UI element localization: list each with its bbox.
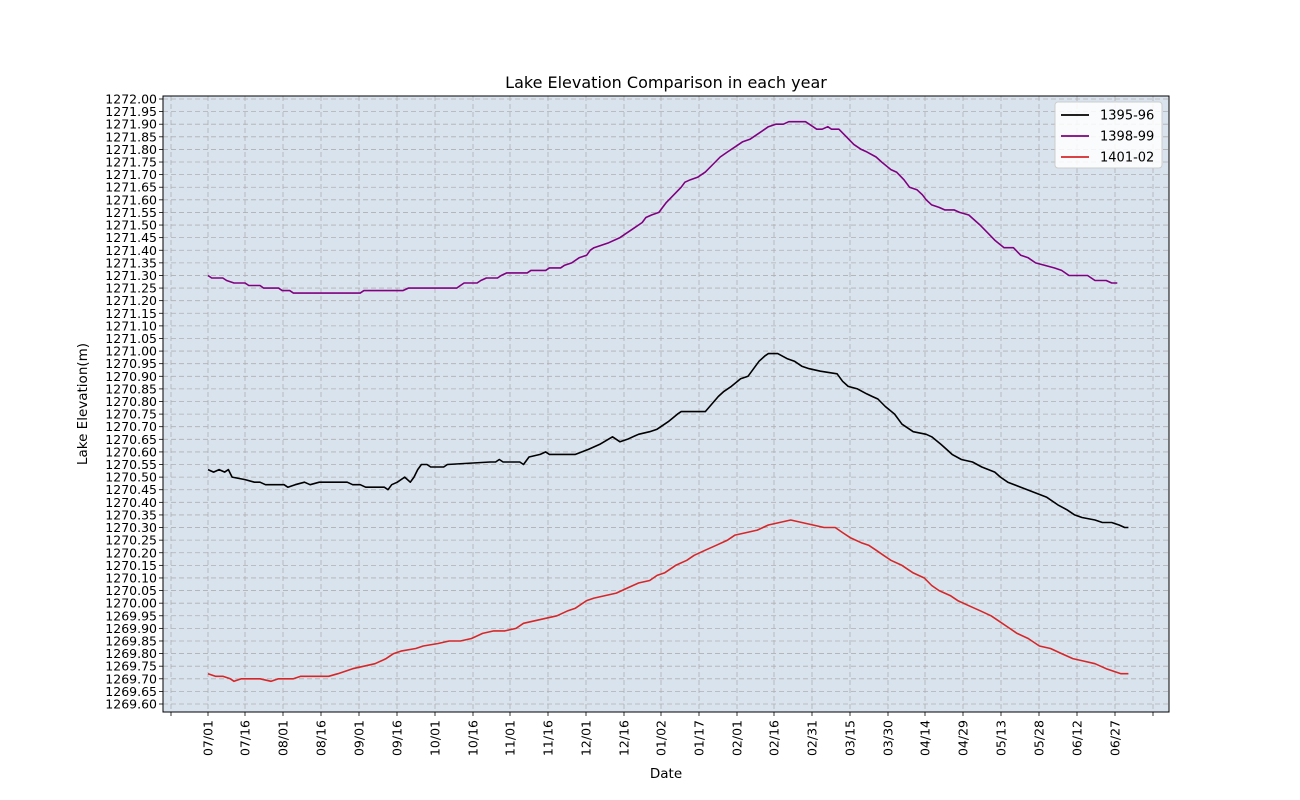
x-tick-label: 09/01 xyxy=(352,720,367,756)
y-tick-label: 1270.80 xyxy=(105,394,157,409)
y-tick-label: 1270.20 xyxy=(105,545,157,560)
y-tick-label: 1270.85 xyxy=(105,381,157,396)
y-tick-label: 1271.90 xyxy=(105,117,157,132)
y-tick-label: 1270.40 xyxy=(105,495,157,510)
x-tick-label: 11/01 xyxy=(503,720,518,756)
y-tick-label: 1269.80 xyxy=(105,646,157,661)
x-tick-label: 02/01 xyxy=(730,720,745,756)
x-tick-label: 04/14 xyxy=(918,720,933,756)
x-tick-label: 02/16 xyxy=(767,720,782,756)
y-tick-label: 1271.15 xyxy=(105,306,157,321)
y-axis-title: Lake Elevation(m) xyxy=(75,343,91,465)
x-tick-label: 06/12 xyxy=(1070,720,1085,756)
x-tick-label: 08/01 xyxy=(276,720,291,756)
x-tick-label: 01/17 xyxy=(692,720,707,756)
x-tick-label: 02/31 xyxy=(805,720,820,756)
x-tick-label: 07/01 xyxy=(201,720,216,756)
x-tick-label: 01/02 xyxy=(654,720,669,756)
y-tick-label: 1270.15 xyxy=(105,558,157,573)
x-tick-label: 04/29 xyxy=(956,720,971,756)
y-tick-label: 1271.95 xyxy=(105,104,157,119)
y-tick-label: 1271.50 xyxy=(105,218,157,233)
series-lines xyxy=(207,120,1129,683)
y-tick-label: 1271.70 xyxy=(105,167,157,182)
x-tick-label: 12/16 xyxy=(617,720,632,756)
y-tick-label: 1270.05 xyxy=(105,583,157,598)
y-tick-label: 1271.65 xyxy=(105,180,157,195)
x-tick-label: 06/27 xyxy=(1108,720,1123,756)
x-tick-label: 11/16 xyxy=(541,720,556,756)
y-tick-label: 1271.45 xyxy=(105,230,157,245)
y-tick-label: 1271.20 xyxy=(105,293,157,308)
y-tick-label: 1270.35 xyxy=(105,507,157,522)
y-tick-label: 1271.40 xyxy=(105,243,157,258)
x-tick-label: 09/16 xyxy=(390,720,405,756)
y-tick-label: 1272.00 xyxy=(105,92,157,107)
y-tick-label: 1270.25 xyxy=(105,533,157,548)
y-tick-label: 1269.85 xyxy=(105,633,157,648)
x-axis-title: Date xyxy=(650,766,682,782)
x-tick-label: 07/16 xyxy=(238,720,253,756)
legend: 1395-96 1398-99 1401-02 xyxy=(1054,101,1163,169)
x-tick-label: 03/15 xyxy=(843,720,858,756)
y-tick-label: 1271.10 xyxy=(105,318,157,333)
y-tick-label: 1269.70 xyxy=(105,671,157,686)
y-tick-label: 1271.60 xyxy=(105,192,157,207)
y-tick-label: 1271.00 xyxy=(105,344,157,359)
y-tick-label: 1270.55 xyxy=(105,457,157,472)
legend-box xyxy=(1054,101,1163,169)
y-tick-label: 1271.75 xyxy=(105,155,157,170)
y-tick-label: 1270.60 xyxy=(105,444,157,459)
y-tick-label: 1270.65 xyxy=(105,432,157,447)
x-tick-label: 10/16 xyxy=(466,720,481,756)
series-line-1395-96 xyxy=(207,352,1129,529)
y-tick-label: 1271.55 xyxy=(105,205,157,220)
x-tick-label: 10/01 xyxy=(428,720,443,756)
y-tick-label: 1271.05 xyxy=(105,331,157,346)
y-tick-label: 1269.95 xyxy=(105,608,157,623)
y-tick-label: 1271.35 xyxy=(105,255,157,270)
y-tick-label: 1270.50 xyxy=(105,470,157,485)
y-tick-label: 1271.80 xyxy=(105,142,157,157)
legend-label: 1395-96 xyxy=(1100,109,1154,124)
x-tick-label: 05/13 xyxy=(994,720,1009,756)
grid-lines xyxy=(163,96,1169,712)
chart-title: Lake Elevation Comparison in each year xyxy=(505,73,827,92)
y-tick-label: 1271.85 xyxy=(105,129,157,144)
y-tick-label: 1270.30 xyxy=(105,520,157,535)
x-tick-label: 03/30 xyxy=(881,720,896,756)
x-tick-label: 12/01 xyxy=(579,720,594,756)
y-tick-label: 1270.00 xyxy=(105,596,157,611)
y-tick-label: 1271.25 xyxy=(105,281,157,296)
y-tick-label: 1271.30 xyxy=(105,268,157,283)
plot-area xyxy=(163,96,1169,712)
y-tick-label: 1269.60 xyxy=(105,697,157,712)
y-tick-label: 1270.75 xyxy=(105,407,157,422)
y-tick-label: 1269.90 xyxy=(105,621,157,636)
x-tick-label: 05/28 xyxy=(1032,720,1047,756)
plot-frame xyxy=(162,95,1170,713)
series-line-1401-02 xyxy=(207,519,1129,683)
series-line-1398-99 xyxy=(207,120,1118,294)
legend-label: 1401-02 xyxy=(1100,151,1154,166)
legend-label: 1398-99 xyxy=(1100,130,1154,145)
y-tick-label: 1270.95 xyxy=(105,356,157,371)
y-tick-label: 1269.65 xyxy=(105,684,157,699)
y-tick-label: 1269.75 xyxy=(105,659,157,674)
y-tick-label: 1270.10 xyxy=(105,570,157,585)
x-tick-label: 08/16 xyxy=(314,720,329,756)
y-tick-label: 1270.90 xyxy=(105,369,157,384)
y-axis: 1269.601269.651269.701269.751269.801269.… xyxy=(105,92,163,712)
x-axis: 07/01 07/16 08/01 08/16 09/01 09/16 10/01 10/16… xyxy=(170,712,1154,756)
y-tick-label: 1270.70 xyxy=(105,419,157,434)
y-tick-label: 1270.45 xyxy=(105,482,157,497)
